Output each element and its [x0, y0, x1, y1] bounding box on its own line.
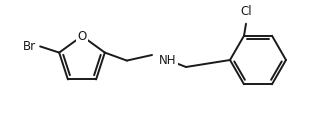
- Text: Br: Br: [23, 40, 36, 53]
- Text: Cl: Cl: [240, 5, 252, 18]
- Text: NH: NH: [159, 53, 177, 67]
- Text: O: O: [77, 29, 87, 43]
